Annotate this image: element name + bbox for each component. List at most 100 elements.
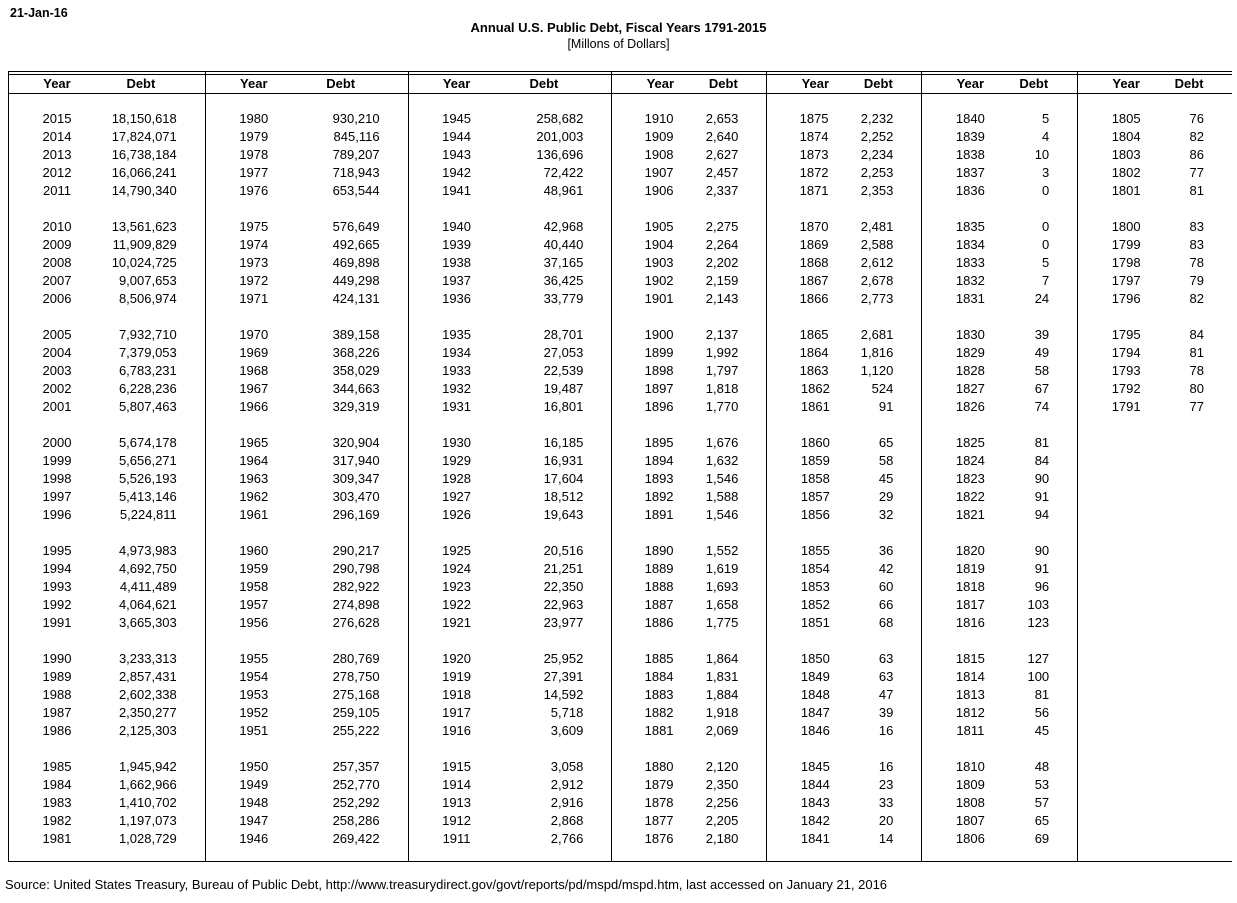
year-cell: 1858	[800, 471, 830, 486]
year-cell: 2002	[42, 381, 72, 396]
debt-cell: 77	[1189, 165, 1204, 180]
year-cell: 1843	[800, 795, 830, 810]
table-row: 2006 8,506,974	[9, 290, 205, 308]
table-row: 1920 25,952	[409, 650, 612, 668]
year-cell: 1856	[800, 507, 830, 522]
group-spacer	[612, 632, 766, 650]
page-title: Annual U.S. Public Debt, Fiscal Years 17…	[470, 20, 767, 35]
table-row: 1999 5,656,271	[9, 452, 205, 470]
debt-cell: 1,775	[705, 615, 739, 630]
table-row: 1929 16,931	[409, 452, 612, 470]
table-row: 1872 2,253	[767, 164, 921, 182]
debt-cell: 5,718	[550, 705, 584, 720]
debt-cell: 1,546	[705, 471, 739, 486]
year-cell: 1938	[442, 255, 472, 270]
table-row: 1823 90	[922, 470, 1077, 488]
table-row: 1865 2,681	[767, 326, 921, 344]
debt-column-header: Debt	[1019, 76, 1049, 91]
debt-cell: 78	[1189, 255, 1204, 270]
table-row: 1890 1,552	[612, 542, 766, 560]
year-cell: 1869	[799, 237, 829, 252]
table-row: 1839 4	[922, 128, 1077, 146]
table-panel-3: Year Debt 1945 258,682 1944 201,003 1943 136,…	[408, 71, 613, 861]
debt-cell: 469,898	[332, 255, 380, 270]
year-cell: 1953	[239, 687, 269, 702]
debt-cell: 8,506,974	[118, 291, 177, 306]
table-row: 1848 47	[767, 686, 921, 704]
debt-cell: 2,912	[550, 777, 584, 792]
debt-cell: 5	[1041, 255, 1050, 270]
table-row: 1842 20	[767, 812, 921, 830]
panel-body: 2015 18,150,618 2014 17,824,071 2013 16,738,1…	[9, 94, 205, 848]
panel-body: 1875 2,232 1874 2,252 1873 2,234 1872 2,253 1871…	[767, 94, 921, 848]
table-row: 1846 16	[767, 722, 921, 740]
year-cell: 1906	[644, 183, 674, 198]
debt-cell: 1,693	[705, 579, 739, 594]
year-column-header: Year	[956, 76, 985, 91]
table-row: 1914 2,912	[409, 776, 612, 794]
year-cell: 1851	[800, 615, 830, 630]
table-row: 1988 2,602,338	[9, 686, 205, 704]
year-cell: 1885	[644, 651, 674, 666]
year-cell: 1961	[239, 507, 269, 522]
debt-cell: 290,798	[332, 561, 380, 576]
debt-cell: 2,588	[860, 237, 894, 252]
year-cell: 1887	[644, 597, 674, 612]
table-row: 1855 36	[767, 542, 921, 560]
debt-cell: 2,678	[860, 273, 894, 288]
year-cell: 1894	[644, 453, 674, 468]
debt-cell: 78	[1189, 363, 1204, 378]
debt-column-header: Debt	[708, 76, 738, 91]
debt-cell: 48,961	[543, 183, 584, 198]
year-cell: 1865	[799, 327, 829, 342]
debt-cell: 258,682	[536, 111, 584, 126]
debt-table: Year Debt 2015 18,150,618 2014 17,824,071 20…	[8, 71, 1232, 862]
year-cell: 1854	[800, 561, 830, 576]
table-row: 1968 358,029	[206, 362, 408, 380]
debt-cell: 2,868	[550, 813, 584, 828]
table-row: 1910 2,653	[612, 110, 766, 128]
year-cell: 1839	[955, 129, 985, 144]
table-row: 1986 2,125,303	[9, 722, 205, 740]
table-row: 1917 5,718	[409, 704, 612, 722]
panel-header: Year Debt	[205, 75, 408, 94]
year-cell: 1943	[442, 147, 472, 162]
debt-cell: 2,602,338	[118, 687, 177, 702]
year-cell: 1976	[239, 183, 269, 198]
debt-cell: 33,779	[543, 291, 584, 306]
debt-cell: 275,168	[332, 687, 380, 702]
year-cell: 1804	[1111, 129, 1141, 144]
group-spacer	[767, 416, 921, 434]
table-row: 1833 5	[922, 254, 1077, 272]
year-cell: 1867	[799, 273, 829, 288]
debt-cell: 47	[878, 687, 894, 702]
table-row: 2002 6,228,236	[9, 380, 205, 398]
year-cell: 1824	[955, 453, 985, 468]
debt-cell: 10	[1034, 147, 1050, 162]
year-cell: 1817	[955, 597, 985, 612]
debt-cell: 5,674,178	[118, 435, 177, 450]
year-cell: 1878	[644, 795, 674, 810]
debt-cell: 344,663	[332, 381, 380, 396]
year-cell: 1819	[955, 561, 985, 576]
year-cell: 1806	[955, 831, 985, 846]
table-row: 1810 48	[922, 758, 1077, 776]
debt-cell: 4,692,750	[118, 561, 177, 576]
year-cell: 2014	[42, 129, 72, 144]
group-spacer	[206, 524, 408, 542]
debt-cell: 296,169	[332, 507, 380, 522]
table-row: 1886 1,775	[612, 614, 766, 632]
table-row: 1875 2,232	[767, 110, 921, 128]
table-row: 1884 1,831	[612, 668, 766, 686]
table-row: 1976 653,544	[206, 182, 408, 200]
debt-cell: 2,681	[860, 327, 894, 342]
table-row: 1868 2,612	[767, 254, 921, 272]
year-cell: 1853	[800, 579, 830, 594]
year-cell: 1916	[442, 723, 472, 738]
table-row: 1973 469,898	[206, 254, 408, 272]
debt-cell: 5,413,146	[118, 489, 177, 504]
year-cell: 1802	[1111, 165, 1141, 180]
year-cell: 2009	[42, 237, 72, 252]
year-cell: 1971	[239, 291, 269, 306]
debt-cell: 84	[1189, 327, 1204, 342]
